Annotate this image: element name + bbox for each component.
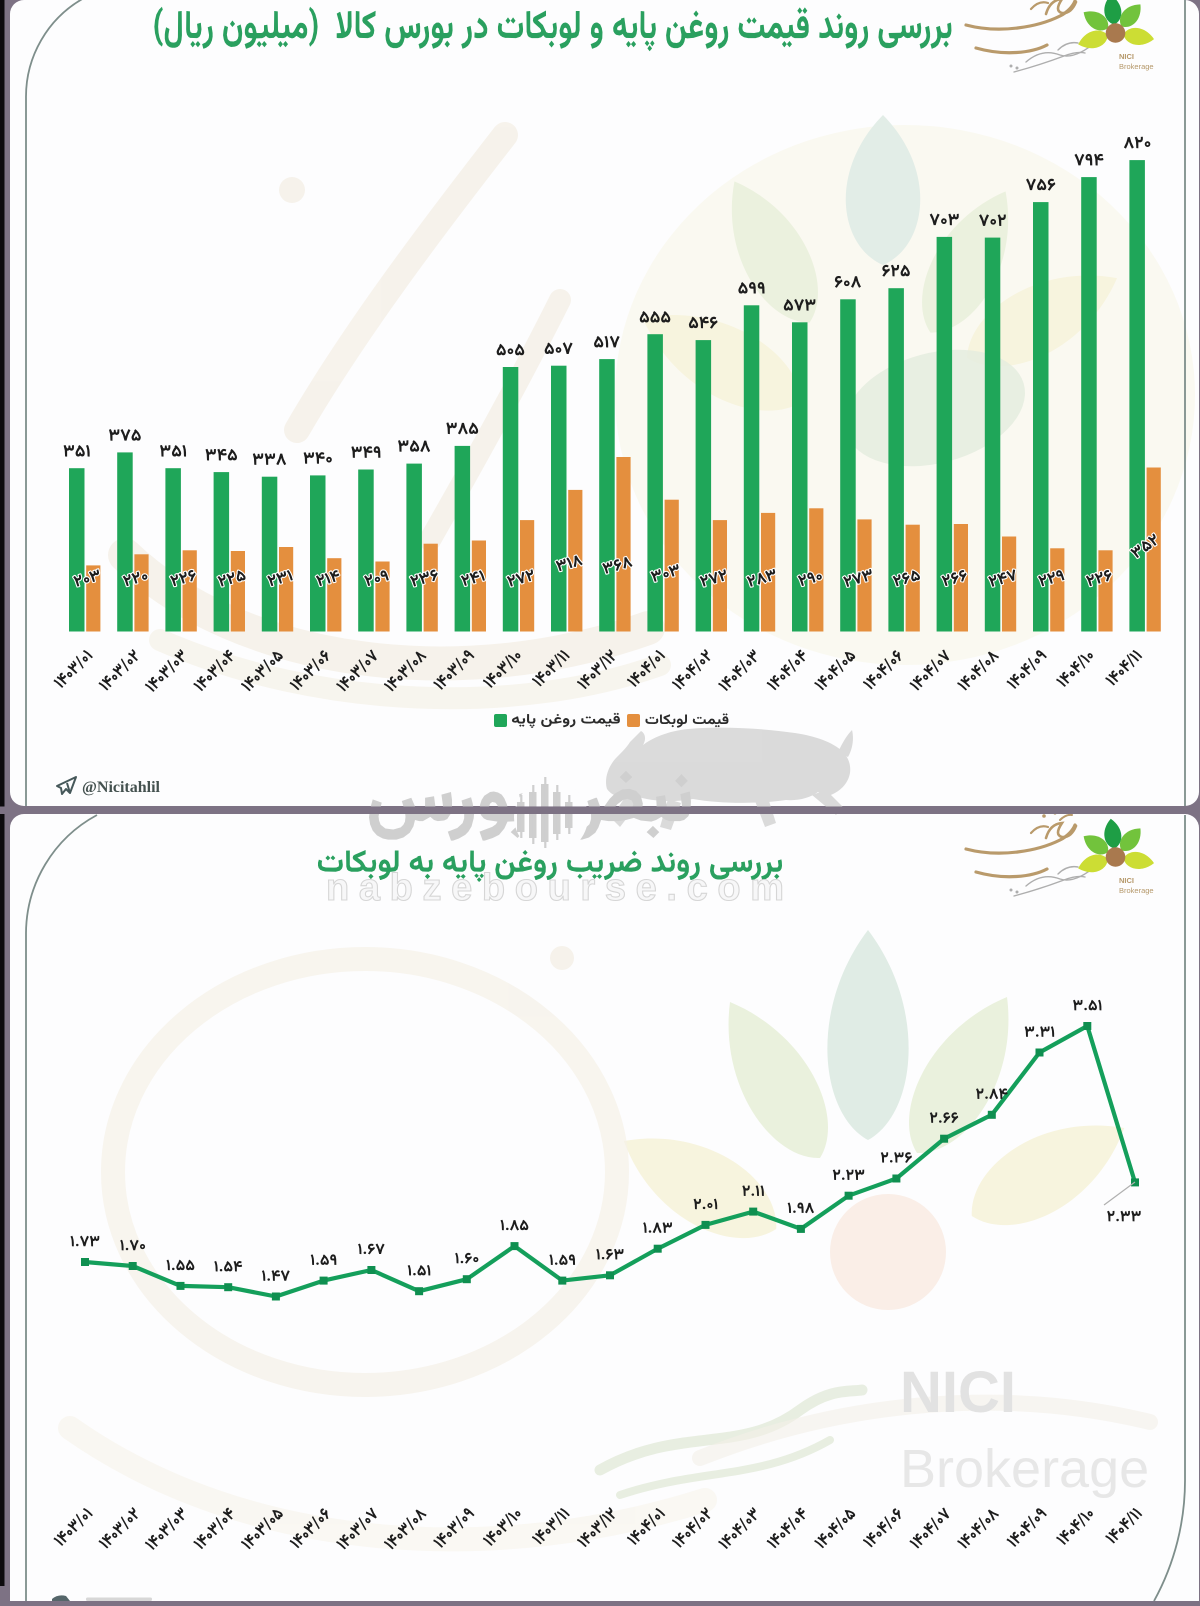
svg-text:nabzebourse.com: nabzebourse.com <box>326 867 786 909</box>
svg-text:@Nicitahlil: @Nicitahlil <box>82 779 161 796</box>
svg-text:NICI: NICI <box>900 1360 1016 1425</box>
svg-text:Brokerage: Brokerage <box>900 1439 1149 1499</box>
